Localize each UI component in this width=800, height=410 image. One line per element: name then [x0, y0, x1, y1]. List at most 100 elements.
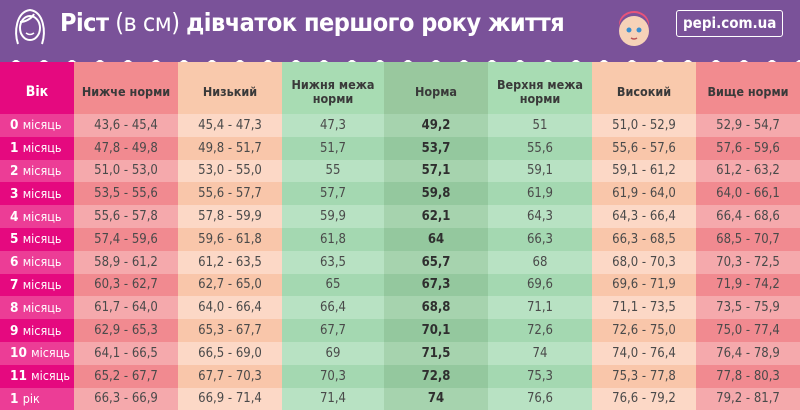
column-header-norm: Норма — [384, 62, 488, 114]
lower-norm-limit-cell: 55 — [282, 159, 384, 183]
below-norm-cell: 64,1 - 66,5 — [74, 341, 178, 365]
table-row: 0 місяць 43,6 - 45,4 45,4 - 47,3 47,3 49,2 51… — [0, 114, 800, 137]
age-cell: 1 місяць — [0, 136, 74, 160]
below-norm-cell: 55,6 - 57,8 — [74, 205, 178, 228]
age-unit: місяць — [22, 299, 62, 315]
age-unit: місяць — [22, 185, 62, 201]
page-title: Ріст (в см) дівчаток першого року життя — [60, 8, 565, 37]
norm-cell: 62,1 — [384, 205, 488, 228]
high-cell: 59,1 - 61,2 — [592, 159, 696, 183]
column-header-low: Низький — [178, 62, 282, 114]
high-cell: 69,6 - 71,9 — [592, 273, 696, 297]
age-unit: рік — [22, 390, 40, 406]
lower-norm-limit-cell: 63,5 — [282, 250, 384, 274]
above-norm-cell: 76,4 - 78,9 — [696, 341, 800, 365]
norm-cell: 70,1 — [384, 319, 488, 342]
upper-norm-limit-cell: 74 — [488, 341, 592, 365]
age-number: 6 — [10, 254, 19, 271]
lower-norm-limit-cell: 47,3 — [282, 114, 384, 137]
upper-norm-limit-cell: 55,6 — [488, 136, 592, 160]
norm-cell: 74 — [384, 387, 488, 410]
high-cell: 72,6 - 75,0 — [592, 319, 696, 342]
column-header-lower-norm-limit: Нижня межа норми — [282, 62, 384, 114]
above-norm-cell: 61,2 - 63,2 — [696, 159, 800, 183]
upper-norm-limit-cell: 71,1 — [488, 296, 592, 320]
column-header-below-norm: Нижче норми — [74, 62, 178, 114]
norm-cell: 65,7 — [384, 250, 488, 274]
high-cell: 74,0 - 76,4 — [592, 341, 696, 365]
age-unit: місяць — [22, 276, 62, 292]
age-cell: 6 місяць — [0, 250, 74, 274]
norm-cell: 72,8 — [384, 364, 488, 388]
age-cell: 3 місяць — [0, 182, 74, 206]
upper-norm-limit-cell: 72,6 — [488, 319, 592, 342]
upper-norm-limit-cell: 64,3 — [488, 205, 592, 228]
header-banner — [0, 0, 800, 60]
site-link[interactable]: pepi.com.ua — [676, 10, 784, 37]
high-cell: 66,3 - 68,5 — [592, 227, 696, 251]
age-unit: місяць — [31, 345, 70, 361]
age-number: 0 — [10, 117, 19, 134]
low-cell: 61,2 - 63,5 — [178, 250, 282, 274]
above-norm-cell: 77,8 - 80,3 — [696, 364, 800, 388]
below-norm-cell: 51,0 - 53,0 — [74, 159, 178, 183]
age-number: 10 — [10, 345, 27, 362]
low-cell: 45,4 - 47,3 — [178, 114, 282, 137]
upper-norm-limit-cell: 66,3 — [488, 227, 592, 251]
above-norm-cell: 70,3 - 72,5 — [696, 250, 800, 274]
table-row: 4 місяць 55,6 - 57,8 57,8 - 59,9 59,9 62,1 64… — [0, 205, 800, 228]
below-norm-cell: 43,6 - 45,4 — [74, 114, 178, 137]
table-row: 3 місяць 53,5 - 55,6 55,6 - 57,7 57,7 59,8 61… — [0, 182, 800, 206]
height-table: Вік Нижче норми Низький Нижня межа норми Нор… — [0, 62, 800, 410]
below-norm-cell: 47,8 - 49,8 — [74, 136, 178, 160]
age-cell: 2 місяць — [0, 159, 74, 183]
table-row: 2 місяць 51,0 - 53,0 53,0 - 55,0 55 57,1 59,1… — [0, 159, 800, 183]
age-number: 11 — [10, 368, 27, 385]
lower-norm-limit-cell: 69 — [282, 341, 384, 365]
above-norm-cell: 75,0 - 77,4 — [696, 319, 800, 342]
low-cell: 53,0 - 55,0 — [178, 159, 282, 183]
below-norm-cell: 60,3 - 62,7 — [74, 273, 178, 297]
below-norm-cell: 61,7 - 64,0 — [74, 296, 178, 320]
low-cell: 67,7 - 70,3 — [178, 364, 282, 388]
high-cell: 55,6 - 57,6 — [592, 136, 696, 160]
age-number: 1 — [10, 390, 19, 407]
high-cell: 61,9 - 64,0 — [592, 182, 696, 206]
above-norm-cell: 79,2 - 81,7 — [696, 387, 800, 410]
below-norm-cell: 62,9 - 65,3 — [74, 319, 178, 342]
lower-norm-limit-cell: 57,7 — [282, 182, 384, 206]
table-row: 1 рік 66,3 - 66,9 66,9 - 71,4 71,4 74 76,6 76,… — [0, 387, 800, 410]
age-unit: місяць — [22, 231, 62, 247]
table-row: 10 місяць 64,1 - 66,5 66,5 - 69,0 69 71,5 74 7… — [0, 341, 800, 365]
age-cell: 11 місяць — [0, 364, 74, 388]
above-norm-cell: 66,4 - 68,6 — [696, 205, 800, 228]
age-unit: місяць — [31, 368, 70, 384]
age-number: 9 — [10, 322, 19, 339]
upper-norm-limit-cell: 51 — [488, 114, 592, 137]
upper-norm-limit-cell: 75,3 — [488, 364, 592, 388]
below-norm-cell: 57,4 - 59,6 — [74, 227, 178, 251]
age-cell: 7 місяць — [0, 273, 74, 297]
table-row: 7 місяць 60,3 - 62,7 62,7 - 65,0 65 67,3 69,6… — [0, 273, 800, 297]
upper-norm-limit-cell: 76,6 — [488, 387, 592, 410]
column-header-high: Високий — [592, 62, 696, 114]
age-cell: 8 місяць — [0, 296, 74, 320]
low-cell: 59,6 - 61,8 — [178, 227, 282, 251]
lower-norm-limit-cell: 65 — [282, 273, 384, 297]
age-unit: місяць — [22, 322, 62, 338]
upper-norm-limit-cell: 59,1 — [488, 159, 592, 183]
age-number: 3 — [10, 185, 19, 202]
column-header-above-norm: Вище норми — [696, 62, 800, 114]
norm-cell: 57,1 — [384, 159, 488, 183]
low-cell: 49,8 - 51,7 — [178, 136, 282, 160]
above-norm-cell: 73,5 - 75,9 — [696, 296, 800, 320]
table-row: 11 місяць 65,2 - 67,7 67,7 - 70,3 70,3 72,8 7… — [0, 364, 800, 388]
table-row: 6 місяць 58,9 - 61,2 61,2 - 63,5 63,5 65,7 68… — [0, 250, 800, 274]
below-norm-cell: 66,3 - 66,9 — [74, 387, 178, 410]
age-unit: місяць — [22, 254, 62, 270]
low-cell: 55,6 - 57,7 — [178, 182, 282, 206]
baby-face-logo — [619, 11, 649, 46]
low-cell: 62,7 - 65,0 — [178, 273, 282, 297]
age-number: 7 — [10, 276, 19, 293]
age-cell: 1 рік — [0, 387, 74, 410]
